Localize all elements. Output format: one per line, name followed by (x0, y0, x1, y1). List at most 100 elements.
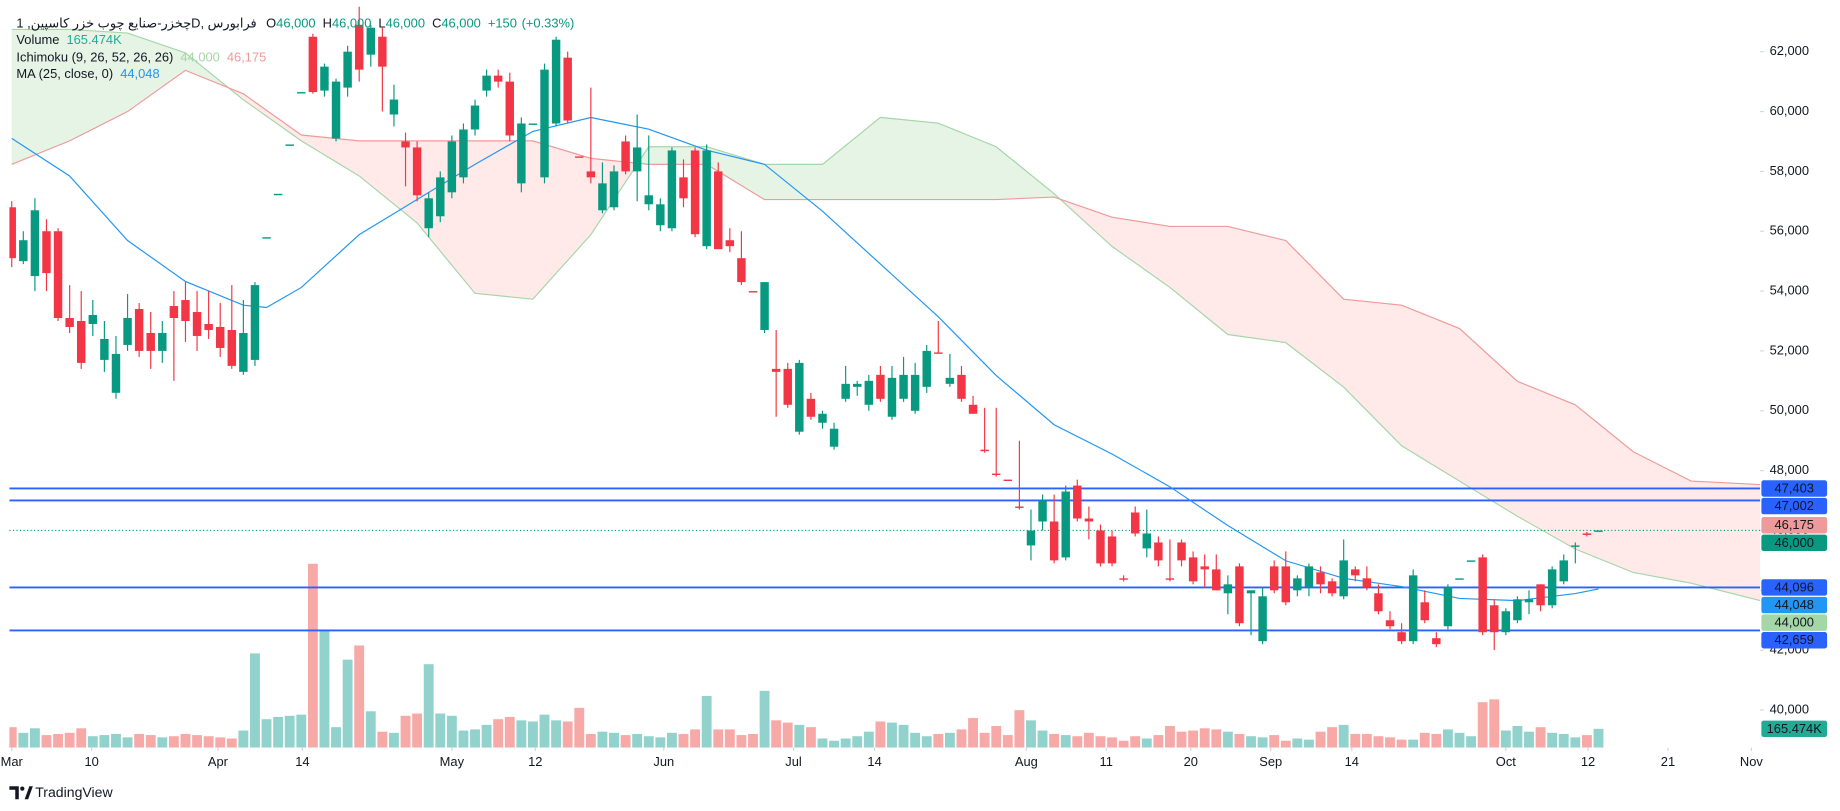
volume-bar (585, 733, 596, 748)
time-axis: Mar 10 Apr 14 May 12 Jun Jul 14 Aug 11 20 Sep 14 Oct 12… (1, 747, 1763, 769)
candle-body (876, 374, 885, 399)
volume-bar (1524, 731, 1534, 748)
price-tag (1761, 534, 1828, 552)
volume-bar (400, 715, 411, 748)
candle-body (1165, 578, 1175, 580)
candle-body (493, 75, 503, 82)
volume-bar (504, 716, 515, 748)
candle-body (725, 240, 735, 247)
candle-body (1339, 560, 1348, 597)
volume-bar (157, 737, 168, 748)
candle-body (1513, 599, 1522, 621)
y-tick-label: 62,000 (1770, 43, 1809, 58)
candle-body (1582, 533, 1592, 535)
candle-body (389, 99, 399, 115)
volume-bar (1280, 740, 1291, 748)
logo-icon (24, 786, 33, 800)
cloud (11, 29, 70, 165)
volume-bar (1292, 738, 1303, 748)
volume-bar (319, 630, 330, 748)
y-tick-label: 40,000 (1770, 701, 1809, 716)
x-tick-label: Sep (1259, 754, 1282, 769)
candle-body (829, 428, 839, 447)
volume-bar (342, 659, 353, 748)
price-tag (1761, 517, 1828, 534)
volume-bar (1269, 735, 1280, 748)
price-tag-label: 47,403 (1775, 480, 1814, 495)
y-tick-label: 56,000 (1770, 223, 1809, 238)
volume-bar (829, 740, 839, 748)
volume-bar (1315, 731, 1326, 748)
volume-bar (1350, 733, 1361, 748)
candle-body (1478, 557, 1487, 633)
candle-body (1351, 569, 1360, 576)
volume-bar (1361, 733, 1372, 748)
candle-body (77, 321, 86, 363)
candle-body (146, 332, 155, 351)
cloud (69, 29, 128, 141)
candle-body (401, 141, 410, 148)
candle-body (887, 377, 897, 417)
volume-bar (1199, 728, 1210, 748)
price-tag (1761, 480, 1828, 497)
volume-bar (1049, 733, 1060, 748)
plot-area (9, 6, 1761, 748)
volume-bar (354, 645, 365, 748)
candle-body (806, 398, 816, 417)
volume-bar (273, 716, 284, 748)
candle-body (1119, 578, 1128, 580)
candle-body (1130, 512, 1140, 534)
candle-body (945, 377, 955, 384)
legend-row: Volume 165.474K (16, 33, 122, 48)
candle-body (505, 81, 514, 136)
cloud (1401, 305, 1460, 482)
candle-body (1594, 530, 1603, 532)
candle-body (748, 291, 758, 293)
cloud (1459, 328, 1518, 517)
candle-body (1397, 632, 1406, 642)
volume-bar (701, 695, 712, 748)
volume-bar (944, 732, 955, 748)
candle-body (1061, 491, 1070, 558)
candle-body (702, 150, 711, 247)
volume-bar (122, 737, 133, 748)
candle-body (134, 309, 144, 351)
volume-bar (296, 714, 307, 748)
volume-bar (331, 727, 341, 748)
legend-text: +150 (488, 16, 517, 31)
legend-text: H (323, 16, 332, 31)
candle-body (1038, 500, 1047, 522)
volume-bar (748, 733, 758, 748)
volume-bar (446, 715, 457, 748)
volume-bar (1211, 729, 1222, 748)
candle-body (1408, 575, 1418, 642)
candle-body (1420, 602, 1429, 621)
x-tick-label: Nov (1740, 754, 1763, 769)
candle-body (644, 195, 653, 205)
volume-bar (643, 736, 654, 748)
volume-bar (1014, 710, 1025, 748)
volume-bar (921, 736, 932, 748)
candle-body (308, 36, 318, 93)
volume-bar (1489, 699, 1500, 748)
volume-bar (1026, 720, 1036, 748)
price-tag (1761, 614, 1828, 631)
volume-bar (887, 722, 897, 748)
candle-body (297, 92, 306, 94)
x-tick-label: 14 (867, 754, 881, 769)
candle-body (320, 66, 329, 91)
volume-bar (898, 724, 909, 748)
volume-bar (307, 563, 318, 748)
candle-body (436, 177, 445, 217)
candle-body (1443, 587, 1453, 627)
volume-bar (53, 733, 63, 748)
brand-logo: TradingView (9, 784, 114, 800)
candle-body (19, 240, 28, 262)
candle-body (1015, 506, 1024, 508)
candle-body (899, 374, 908, 399)
logo-icon (9, 786, 19, 800)
volume-bar (782, 722, 793, 748)
candle-body (540, 69, 549, 178)
volume-bar (1118, 740, 1129, 748)
candle-body (354, 24, 364, 70)
